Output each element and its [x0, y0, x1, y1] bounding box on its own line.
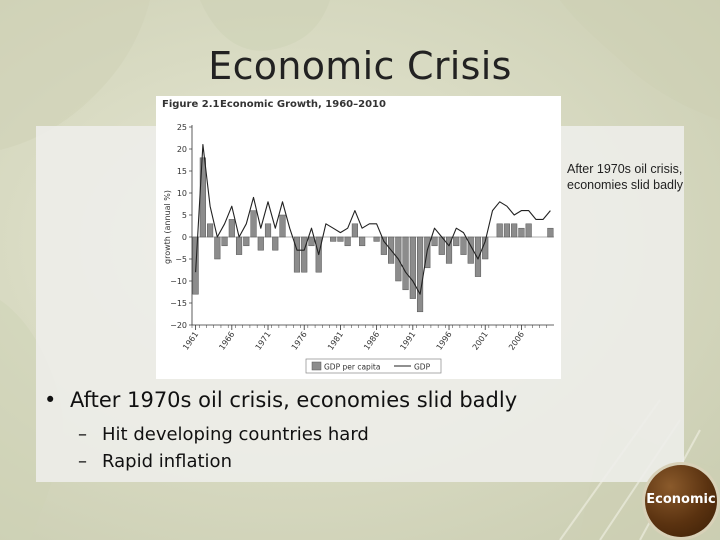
x-tick-label: 1961 [181, 330, 200, 352]
gdp-per-capita-bar [344, 236, 351, 247]
legend-box [305, 358, 442, 374]
chart-figure: Figure 2.1 Economic Growth, 1960–2010 gr… [156, 96, 561, 379]
x-tick-label: 1996 [435, 330, 454, 352]
bullet-dot: • [44, 388, 57, 412]
gdp-per-capita-bar [293, 236, 301, 273]
gdp-per-capita-bar [207, 223, 214, 238]
growth-chart: Figure 2.1 Economic Growth, 1960–2010 gr… [162, 99, 554, 374]
gdp-per-capita-bar [380, 236, 387, 255]
x-tick-label: 1971 [254, 330, 273, 352]
gdp-per-capita-bar [351, 223, 358, 238]
gdp-per-capita-bar [257, 236, 264, 251]
gdp-per-capita-bar [511, 223, 518, 238]
gdp-per-capita-bar [221, 236, 228, 247]
y-tick-label: −20 [170, 321, 187, 330]
gdp-per-capita-bar [431, 236, 438, 247]
sub-bullet-dash: – [78, 451, 87, 472]
x-tick-label: 1986 [362, 330, 381, 352]
gdp-per-capita-bar [272, 236, 279, 251]
gdp-per-capita-bar [496, 223, 503, 238]
y-tick-label: 25 [177, 123, 187, 132]
x-tick-label: 2001 [471, 330, 490, 352]
sub-bullet-item: – Hit developing countries hard [78, 424, 517, 445]
figure-label: Figure 2.1 [162, 99, 219, 110]
y-tick-label: 10 [177, 189, 187, 198]
x-tick-label: 1991 [398, 330, 417, 352]
bullet-item: • After 1970s oil crisis, economies slid … [44, 388, 517, 412]
gdp-per-capita-bar [373, 236, 380, 242]
bullet-list: • After 1970s oil crisis, economies slid … [44, 388, 517, 478]
y-tick-label: −10 [170, 277, 187, 286]
bullet-text: After 1970s oil crisis, economies slid b… [70, 388, 518, 412]
gdp-per-capita-bar [416, 236, 424, 313]
y-tick-label: 0 [182, 233, 187, 242]
gdp-per-capita-bar [409, 236, 416, 299]
gdp-per-capita-bar [525, 223, 532, 238]
gdp-per-capita-bar [228, 219, 235, 238]
sub-bullet-dash: – [78, 424, 87, 445]
chart-title: Economic Growth, 1960–2010 [220, 99, 386, 110]
y-tick-label: 20 [177, 145, 187, 154]
y-tick-label: 15 [177, 167, 187, 176]
gdp-per-capita-bar [279, 214, 286, 238]
gdp-per-capita-bar [445, 236, 453, 264]
gdp-per-capita-bar [503, 223, 511, 238]
y-axis-label: growth (annual %) [163, 190, 172, 264]
logo-text: Economic [646, 492, 716, 507]
sub-bullet-text: Rapid inflation [102, 451, 232, 472]
x-tick-label: 1976 [290, 330, 309, 352]
gdp-per-capita-bar [243, 236, 250, 247]
gdp-per-capita-bar [308, 236, 315, 247]
gdp-per-capita-bar [235, 236, 243, 255]
side-caption: After 1970s oil crisis, economies slid b… [567, 162, 684, 192]
x-tick-label: 1966 [217, 330, 236, 352]
y-tick-label: −5 [175, 255, 187, 264]
gdp-per-capita-bar [250, 210, 257, 238]
x-tick-label: 2006 [507, 330, 526, 352]
x-tick-label: 1981 [326, 330, 345, 352]
gdp-per-capita-bar [453, 236, 460, 247]
gdp-per-capita-bar [402, 236, 409, 291]
gdp-per-capita-bar [547, 227, 554, 238]
legend-bar-label: GDP per capita [324, 363, 380, 372]
gdp-per-capita-bar [474, 236, 482, 277]
gdp-line [195, 144, 551, 295]
gdp-per-capita-bar [301, 236, 308, 273]
slide-title: Economic Crisis [208, 44, 512, 88]
gdp-per-capita-bar [330, 236, 337, 242]
gdp-per-capita-bar [214, 236, 221, 260]
y-tick-label: −15 [170, 299, 187, 308]
brand-logo: Economic [645, 465, 717, 537]
legend-bar-swatch [311, 361, 322, 371]
sub-bullet-text: Hit developing countries hard [102, 424, 369, 445]
y-tick-label: 5 [182, 211, 187, 220]
legend-line-label: GDP [414, 363, 431, 372]
gdp-per-capita-bar [337, 236, 344, 242]
chart-legend: GDP per capita GDP [305, 358, 442, 374]
gdp-per-capita-bar [518, 227, 525, 238]
sub-bullet-item: – Rapid inflation [78, 451, 517, 472]
gdp-per-capita-bar [264, 223, 272, 238]
gdp-per-capita-bar [460, 236, 467, 255]
gdp-per-capita-bar [359, 236, 366, 247]
gdp-per-capita-bar [199, 157, 206, 238]
